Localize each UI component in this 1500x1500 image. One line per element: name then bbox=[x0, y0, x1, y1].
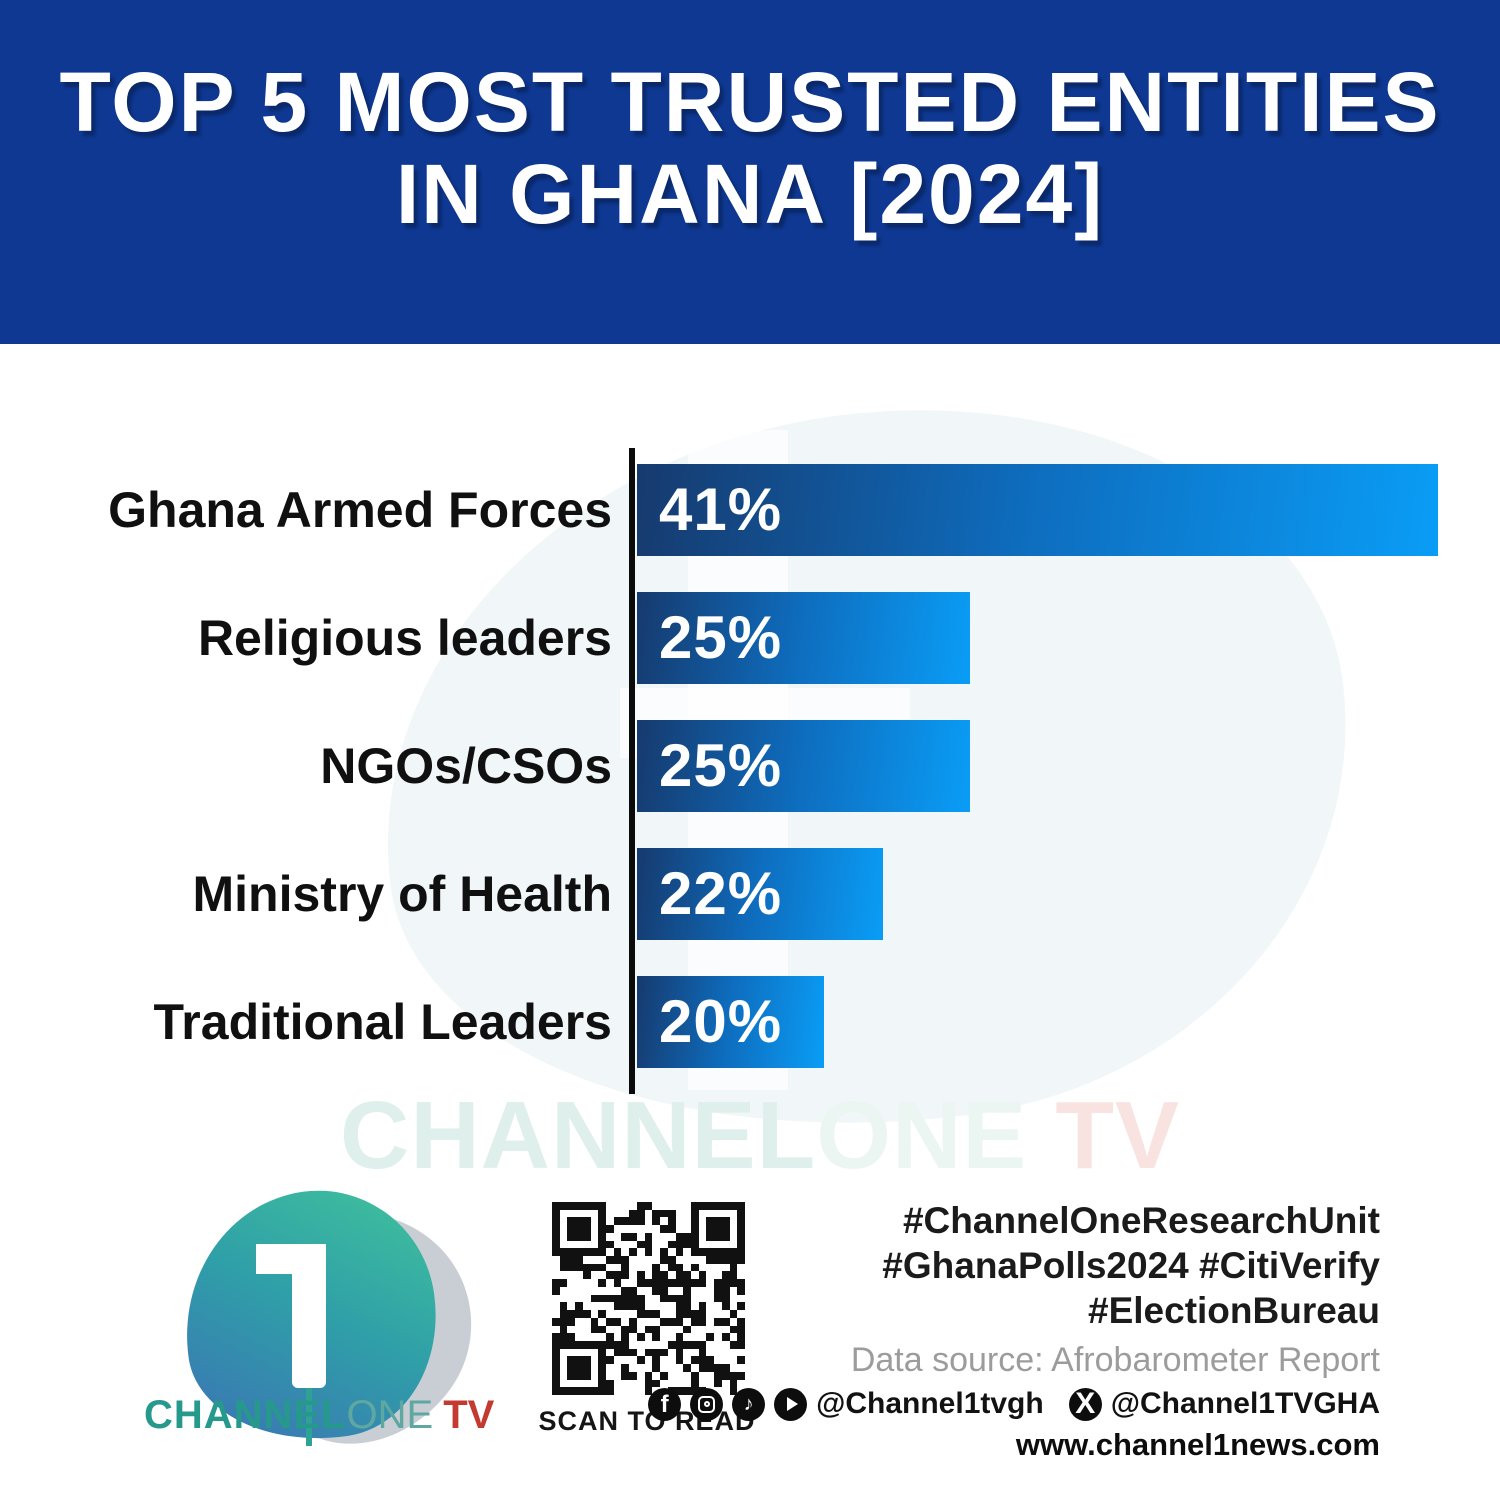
youtube-icon bbox=[774, 1387, 808, 1421]
facebook-icon: f bbox=[648, 1387, 682, 1421]
bar-label: Religious leaders bbox=[197, 610, 612, 666]
logo-wordmark: CHANNELONE TV bbox=[144, 1393, 495, 1437]
hashtag-line-3: #ElectionBureau bbox=[1088, 1290, 1380, 1331]
hashtag-line-1: #ChannelOneResearchUnit bbox=[902, 1200, 1380, 1241]
title-line-1: TOP 5 MOST TRUSTED ENTITIES bbox=[59, 55, 1441, 149]
bar-value-label: 20% bbox=[659, 988, 783, 1055]
bar-row: Ministry of Health 22% bbox=[0, 848, 1500, 940]
channel-one-text-watermark: CHANNELONE TV bbox=[339, 1082, 1180, 1189]
numeral-one-tail bbox=[306, 1388, 312, 1446]
bar-row: Ghana Armed Forces 41% bbox=[0, 464, 1500, 556]
x-icon: X bbox=[1068, 1387, 1102, 1421]
bar-value-label: 22% bbox=[659, 860, 783, 927]
bar-label: Ghana Armed Forces bbox=[108, 482, 612, 538]
bar-row: Traditional Leaders 20% bbox=[0, 976, 1500, 1068]
bar-value-label: 41% bbox=[659, 476, 783, 543]
page-title: TOP 5 MOST TRUSTED ENTITIES IN GHANA [20… bbox=[0, 56, 1500, 240]
bar: 25% bbox=[637, 720, 970, 812]
bar-label: NGOs/CSOs bbox=[320, 738, 612, 794]
hashtag-line-2: #GhanaPolls2024 #CitiVerify bbox=[882, 1245, 1380, 1286]
social-handle-1: @Channel1tvgh bbox=[816, 1387, 1044, 1420]
social-handle-2: @Channel1TVGHA bbox=[1110, 1387, 1380, 1420]
bar-value-label: 25% bbox=[659, 732, 783, 799]
qr-code bbox=[552, 1202, 745, 1395]
bar-label: Traditional Leaders bbox=[153, 994, 612, 1050]
bar-row: Religious leaders 25% bbox=[0, 592, 1500, 684]
data-source-text: Data source: Afrobarometer Report bbox=[850, 1341, 1380, 1379]
header-banner: TOP 5 MOST TRUSTED ENTITIES IN GHANA [20… bbox=[0, 0, 1500, 344]
numeral-one-stem bbox=[292, 1244, 326, 1388]
bar-value-label: 25% bbox=[659, 604, 783, 671]
social-row: f ♪ @Channel1tvgh X @Channel1TVGHA bbox=[620, 1387, 1380, 1421]
website-url: www.channel1news.com bbox=[1015, 1427, 1380, 1462]
chart-axis bbox=[629, 448, 635, 1094]
bar: 20% bbox=[637, 976, 824, 1068]
bar: 22% bbox=[637, 848, 883, 940]
footer-info-block: #ChannelOneResearchUnit #GhanaPolls2024 … bbox=[620, 1198, 1380, 1463]
title-line-2: IN GHANA [2024] bbox=[395, 147, 1105, 241]
tiktok-icon: ♪ bbox=[732, 1387, 766, 1421]
bar-row: NGOs/CSOs 25% bbox=[0, 720, 1500, 812]
bar-label: Ministry of Health bbox=[192, 866, 612, 922]
channel-one-logo: CHANNELONE TV bbox=[144, 1159, 516, 1487]
bar: 41% bbox=[637, 464, 1438, 556]
bar: 25% bbox=[637, 592, 970, 684]
instagram-icon bbox=[690, 1387, 724, 1421]
